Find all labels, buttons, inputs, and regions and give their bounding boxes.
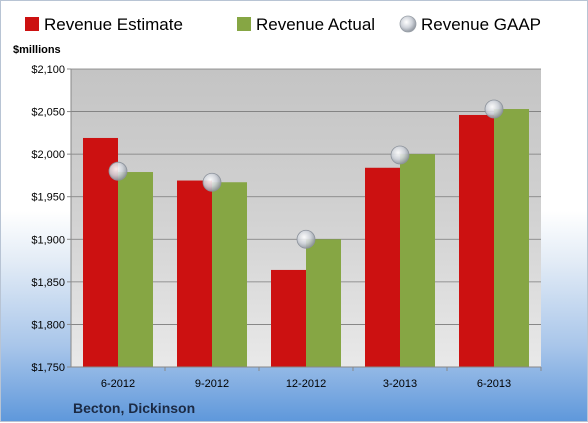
x-tick-labels: 6-2012 9-2012 12-2012 3-2013 6-2013: [101, 367, 542, 390]
gaap-marker: [108, 161, 128, 181]
y-tick-label: $2,000: [31, 149, 65, 161]
legend-swatch-revenue-gaap: [399, 15, 417, 33]
bar-revenue-actual: [400, 154, 435, 367]
legend: Revenue Estimate Revenue Actual Revenue …: [25, 15, 541, 34]
y-tick-label: $1,850: [31, 277, 65, 289]
x-tick-label: 9-2012: [195, 378, 229, 390]
gaap-marker: [296, 229, 316, 249]
legend-swatch-revenue-estimate: [25, 17, 39, 31]
y-tick-label: $1,900: [31, 234, 65, 246]
bar-revenue-actual: [494, 109, 529, 367]
legend-swatch-revenue-actual: [237, 17, 251, 31]
x-tick-label: 12-2012: [286, 378, 326, 390]
bar-revenue-actual: [306, 239, 341, 367]
x-tick-label: 6-2013: [477, 378, 511, 390]
legend-label-revenue-estimate: Revenue Estimate: [44, 15, 183, 34]
y-axis-unit-label: $millions: [13, 44, 61, 56]
y-tick-label: $1,800: [31, 319, 65, 331]
bar-revenue-actual: [212, 182, 247, 367]
legend-label-revenue-actual: Revenue Actual: [256, 15, 375, 34]
bars: [83, 109, 529, 367]
y-tick-label: $1,950: [31, 192, 65, 204]
y-tick-label: $2,100: [31, 64, 65, 76]
bar-revenue-estimate: [177, 180, 212, 367]
company-name: Becton, Dickinson: [73, 400, 195, 416]
y-tick-labels: $1,750 $1,800 $1,850 $1,900 $1,950 $2,000 $2,0…: [31, 64, 65, 374]
y-tick-label: $2,050: [31, 107, 65, 119]
bar-revenue-estimate: [459, 114, 494, 367]
x-tick-label: 6-2012: [101, 378, 135, 390]
gaap-markers: [108, 99, 504, 249]
gaap-marker: [390, 145, 410, 165]
bar-revenue-estimate: [365, 167, 400, 367]
bar-revenue-actual: [118, 172, 153, 367]
gaap-marker: [484, 99, 504, 119]
bar-revenue-estimate: [271, 269, 306, 367]
legend-label-revenue-gaap: Revenue GAAP: [421, 15, 541, 34]
x-tick-label: 3-2013: [383, 378, 417, 390]
gaap-marker: [202, 172, 222, 192]
y-tick-label: $1,750: [31, 362, 65, 374]
